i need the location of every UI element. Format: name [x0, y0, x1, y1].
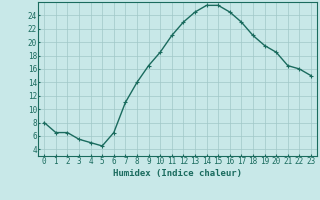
X-axis label: Humidex (Indice chaleur): Humidex (Indice chaleur): [113, 169, 242, 178]
